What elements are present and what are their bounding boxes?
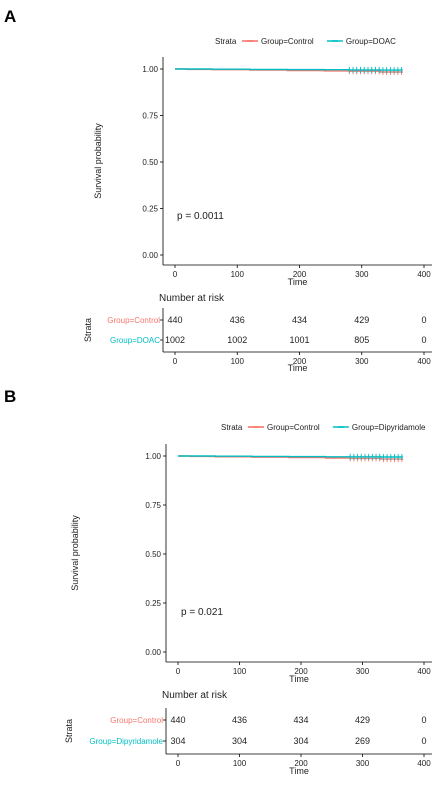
- y-tick-label: 0.00: [145, 648, 161, 657]
- risk-x-tick-label: 0: [173, 357, 178, 366]
- risk-count: 0: [421, 335, 426, 345]
- risk-count: 434: [292, 315, 307, 325]
- x-tick-label: 0: [176, 667, 181, 676]
- risk-row-label: Group=Control: [110, 716, 163, 725]
- x-tick-label: 100: [231, 270, 245, 279]
- x-tick-label: 400: [417, 270, 431, 279]
- panel-label: A: [4, 7, 16, 26]
- x-tick-label: 300: [355, 270, 369, 279]
- risk-row-label: Group=Dipyridamole: [89, 737, 163, 746]
- y-tick-label: 0.25: [145, 599, 161, 608]
- x-tick-label: 200: [294, 667, 308, 676]
- x-axis-label: Time: [289, 674, 309, 684]
- p-value: p = 0.021: [181, 607, 223, 618]
- risk-x-tick-label: 400: [417, 759, 431, 768]
- risk-count: 1002: [165, 335, 185, 345]
- survival-curve-treatment: [175, 68, 403, 71]
- y-tick-label: 1.00: [145, 452, 161, 461]
- risk-row-label: Group=DOAC: [110, 336, 160, 345]
- y-axis-label: Survival probability: [70, 515, 80, 591]
- risk-count: 436: [232, 715, 247, 725]
- risk-x-tick-label: 300: [355, 357, 369, 366]
- y-tick-label: 0.00: [142, 251, 158, 260]
- risk-x-tick-label: 100: [231, 357, 245, 366]
- risk-count: 304: [293, 736, 308, 746]
- y-tick-label: 0.25: [142, 205, 158, 214]
- y-axis-label: Survival probability: [93, 123, 103, 199]
- panel-label: B: [4, 387, 16, 406]
- risk-table-title: Number at risk: [162, 690, 228, 701]
- risk-count: 440: [167, 315, 182, 325]
- risk-x-tick-label: 400: [417, 357, 431, 366]
- risk-x-tick-label: 200: [293, 357, 307, 366]
- risk-count: 0: [421, 715, 426, 725]
- p-value: p = 0.0011: [177, 211, 224, 222]
- panel-b: B Strata Group=Control Group=Dipyridamole 0.…: [4, 387, 432, 776]
- risk-strata-label: Strata: [64, 719, 74, 743]
- risk-x-axis-label: Time: [289, 766, 309, 776]
- x-tick-label: 300: [356, 667, 370, 676]
- y-tick-label: 0.50: [145, 550, 161, 559]
- risk-count: 440: [170, 715, 185, 725]
- x-tick-label: 100: [233, 667, 247, 676]
- risk-table: Number at risk 0 100 200 300 400 Time Strata Gro…: [64, 690, 432, 776]
- risk-count: 805: [354, 335, 369, 345]
- legend-label: Group=DOAC: [346, 37, 396, 46]
- risk-x-tick-label: 0: [176, 759, 181, 768]
- x-tick-label: 200: [293, 270, 307, 279]
- y-tick-label: 0.50: [142, 158, 158, 167]
- legend-label: Group=Control: [261, 37, 314, 46]
- y-tick-label: 0.75: [142, 112, 158, 121]
- risk-count: 429: [354, 315, 369, 325]
- risk-count: 304: [232, 736, 247, 746]
- legend-title: Strata: [215, 37, 237, 46]
- legend: Strata Group=Control Group=DOAC: [215, 37, 396, 46]
- legend: Strata Group=Control Group=Dipyridamole: [221, 423, 426, 432]
- survival-curve-treatment: [178, 455, 404, 458]
- risk-count: 436: [230, 315, 245, 325]
- legend-title: Strata: [221, 423, 243, 432]
- risk-x-axis-label: Time: [288, 363, 308, 373]
- risk-count: 1002: [227, 335, 247, 345]
- risk-count: 429: [355, 715, 370, 725]
- legend-label: Group=Dipyridamole: [352, 423, 426, 432]
- risk-count: 269: [355, 736, 370, 746]
- x-tick-label: 0: [173, 270, 178, 279]
- risk-table-title: Number at risk: [159, 293, 225, 304]
- risk-count: 0: [421, 315, 426, 325]
- x-tick-label: 400: [417, 667, 431, 676]
- risk-count: 434: [293, 715, 308, 725]
- legend-label: Group=Control: [267, 423, 320, 432]
- risk-count: 304: [170, 736, 185, 746]
- risk-x-tick-label: 100: [233, 759, 247, 768]
- risk-x-tick-label: 200: [294, 759, 308, 768]
- risk-row-label: Group=Control: [107, 316, 160, 325]
- y-tick-label: 1.00: [142, 65, 158, 74]
- risk-count: 1001: [289, 335, 309, 345]
- panel-a: A Strata Group=Control Group=DOAC 0.00 0.25 0.…: [4, 7, 432, 373]
- risk-strata-label: Strata: [83, 318, 93, 342]
- risk-count: 0: [421, 736, 426, 746]
- risk-x-tick-label: 300: [356, 759, 370, 768]
- x-axis-label: Time: [288, 277, 308, 287]
- y-tick-label: 0.75: [145, 501, 161, 510]
